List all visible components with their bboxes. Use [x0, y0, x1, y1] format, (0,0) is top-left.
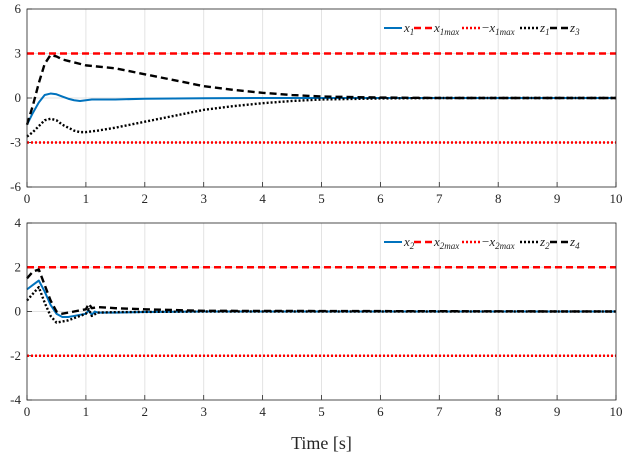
x-tick-label: 8 — [495, 404, 502, 419]
x-tick-label: 3 — [200, 191, 207, 206]
legend-label: z4 — [569, 234, 580, 251]
x-tick-label: 5 — [318, 191, 325, 206]
axes-box — [26, 222, 617, 401]
y-tick-label: 6 — [15, 1, 22, 16]
legend-label: x1max — [433, 20, 459, 37]
x-tick-label: 0 — [24, 191, 31, 206]
y-tick-label: 3 — [15, 46, 22, 61]
x-tick-label: 8 — [495, 191, 502, 206]
legend: x1 x1max −x1max z1 z3 — [384, 20, 580, 37]
y-tick-label: 0 — [15, 304, 22, 319]
legend-label: −x2max — [482, 234, 515, 251]
series-x1-line — [26, 92, 616, 126]
series-z3-line — [25, 53, 616, 126]
legend-label: z2 — [539, 234, 550, 251]
x-tick-label: 7 — [436, 404, 443, 419]
y-tick-label: -6 — [10, 179, 21, 194]
x-tick-label: 1 — [83, 404, 90, 419]
y-tick-label: 0 — [15, 90, 22, 105]
x-tick-label: 10 — [610, 191, 623, 206]
x-tick-label: 1 — [83, 191, 90, 206]
axes-box — [26, 8, 617, 188]
x-axis-label: Time [s] — [291, 433, 352, 453]
y-tick-label: -2 — [10, 348, 21, 363]
legend-label: x2 — [403, 234, 415, 251]
x-tick-label: 10 — [610, 404, 623, 419]
legend-label: −x1max — [482, 20, 515, 37]
y-tick-label: -3 — [10, 135, 21, 150]
x-tick-label: 6 — [377, 404, 384, 419]
y-tick-label: 4 — [15, 215, 22, 230]
series-z1-line — [26, 96, 616, 138]
x-tick-label: 0 — [24, 404, 31, 419]
x-tick-label: 2 — [142, 191, 149, 206]
series-z4-line — [26, 268, 617, 315]
panel-bottom: 0 1 2 3 4 5 6 7 8 9 10 -4 -2 0 2 4 x2 x2max −x2max z2 z4 Time… — [10, 215, 622, 453]
x-tick-label: 4 — [259, 404, 266, 419]
x-tick-label: 9 — [554, 191, 561, 206]
legend-label: x1 — [403, 20, 414, 37]
y-tick-label: 2 — [15, 259, 22, 274]
panel-top: 0 1 2 3 4 5 6 7 8 9 10 -6 -3 0 3 6 x1 x1max −x1max z1 z3 — [10, 1, 622, 206]
legend-label: z1 — [539, 20, 550, 37]
x-tick-label: 6 — [377, 191, 384, 206]
x-tick-label: 7 — [436, 191, 443, 206]
x-tick-label: 4 — [259, 191, 266, 206]
legend-label: z3 — [569, 20, 580, 37]
x-tick-label: 3 — [200, 404, 207, 419]
legend: x2 x2max −x2max z2 z4 — [384, 234, 580, 251]
x-tick-label: 2 — [142, 404, 149, 419]
y-tick-label: -4 — [10, 392, 21, 407]
legend-label: x2max — [433, 234, 459, 251]
x-tick-label: 9 — [554, 404, 561, 419]
x-tick-label: 5 — [318, 404, 325, 419]
